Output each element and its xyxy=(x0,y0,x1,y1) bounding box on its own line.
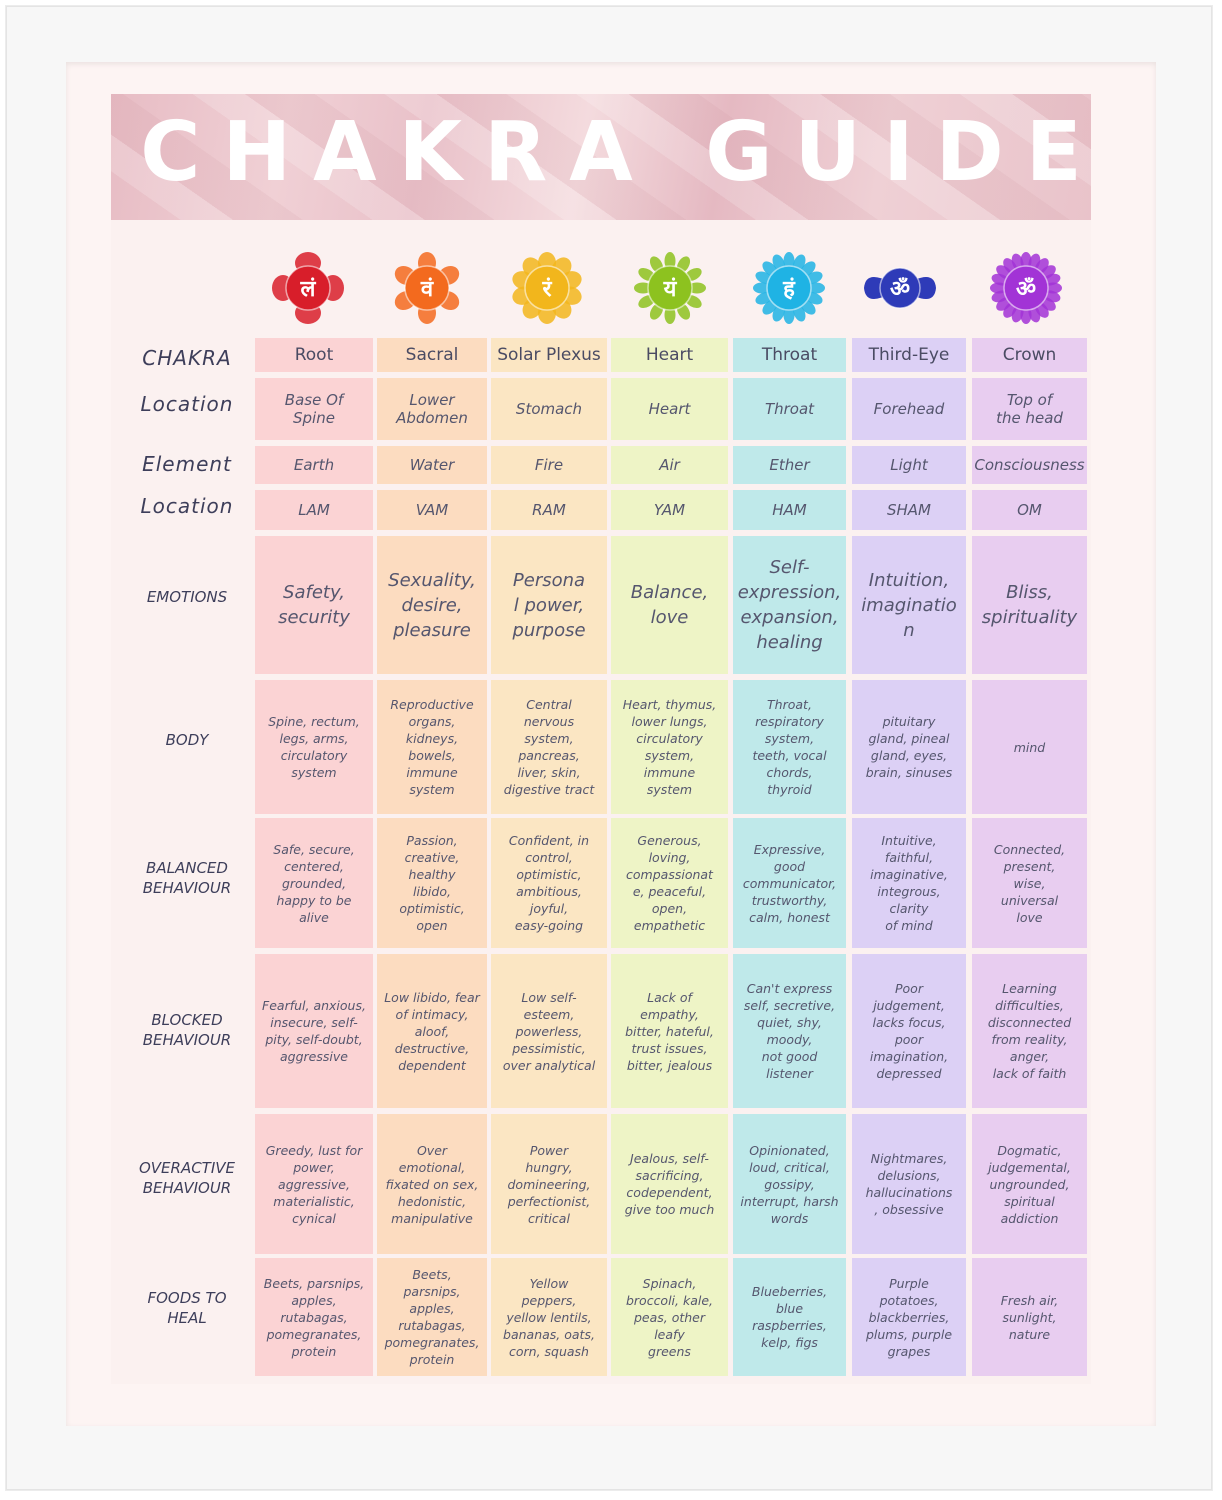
cell-element: Ether xyxy=(733,446,846,484)
cell-balanced: Intuitive, faithful, imaginative, integrous… xyxy=(852,818,966,948)
cell-mantra: RAM xyxy=(491,490,607,530)
cell-name: Throat xyxy=(733,338,846,372)
cell-balanced: Safe, secure, centered, grounded, happy to … xyxy=(255,818,373,948)
lotus1000-icon: ॐ xyxy=(990,252,1062,324)
mantra-glyph: रं xyxy=(542,277,553,302)
cell-location: Forehead xyxy=(852,378,966,440)
cell-foods: Fresh air, sunlight, nature xyxy=(972,1258,1087,1376)
row-label: OVERACTIVE BEHAVIOUR xyxy=(138,1159,236,1197)
cell-overactive: Nightmares, delusions, hallucinations, obs… xyxy=(852,1114,966,1254)
cell-overactive: Dogmatic, judgemental, ungrounded, spiritua… xyxy=(972,1114,1087,1254)
cell-mantra: VAM xyxy=(377,490,487,530)
cell-foods: Spinach, broccoli, kale, peas, other leafy… xyxy=(611,1258,728,1376)
cell-location: Base Of Spine xyxy=(255,378,373,440)
cell-mantra: OM xyxy=(972,490,1087,530)
cell-foods: Yellow peppers, yellow lentils, bananas, oa… xyxy=(491,1258,607,1376)
mantra-glyph: हं xyxy=(782,277,796,302)
cell-element: Fire xyxy=(491,446,607,484)
cell-emotions: Safety, security xyxy=(255,536,373,674)
cell-mantra: LAM xyxy=(255,490,373,530)
cell-blocked: Low self-esteem, powerless, pessimistic, ov… xyxy=(491,954,607,1108)
cell-emotions: Persona l power, purpose xyxy=(491,536,607,674)
cell-name: Sacral xyxy=(377,338,487,372)
cell-body: pituitary gland, pineal gland, eyes, brain,… xyxy=(852,680,966,814)
row-label: Location xyxy=(140,392,234,416)
cell-element: Air xyxy=(611,446,728,484)
cell-mantra: SHAM xyxy=(852,490,966,530)
cell-blocked: Can't express self, secretive, quiet, shy,… xyxy=(733,954,846,1108)
cell-blocked: Lack of empathy, bitter, hateful, trust is… xyxy=(611,954,728,1108)
cell-foods: Beets, parsnips, apples, rutabagas, pomegra… xyxy=(377,1258,487,1376)
cell-element: Consciousness xyxy=(972,446,1087,484)
cell-body: Central nervous system, pancreas, liver, ski… xyxy=(491,680,607,814)
cell-overactive: Opinionated, loud, critical, gossipy, inter… xyxy=(733,1114,846,1254)
mantra-glyph: ॐ xyxy=(1016,277,1036,302)
cell-balanced: Generous, loving, compassionat e, peaceful,… xyxy=(611,818,728,948)
cell-blocked: Low libido, fear of intimacy, aloof, destru… xyxy=(377,954,487,1108)
lotus4-icon: लं xyxy=(272,252,344,324)
cell-mantra: HAM xyxy=(733,490,846,530)
cell-blocked: Fearful, anxious, insecure, self-pity, se… xyxy=(255,954,373,1108)
lotus2-icon: ॐ xyxy=(864,252,936,324)
cell-body: Reproductive organs, kidneys, bowels, immune… xyxy=(377,680,487,814)
row-label: BODY xyxy=(165,731,209,749)
cell-location: Lower Abdomen xyxy=(377,378,487,440)
cell-element: Earth xyxy=(255,446,373,484)
mantra-glyph: लं xyxy=(300,277,317,302)
mantra-glyph: ॐ xyxy=(890,277,910,302)
mantra-glyph: यं xyxy=(663,277,678,302)
row-label: BLOCKED BEHAVIOUR xyxy=(142,1011,232,1049)
cell-name: Heart xyxy=(611,338,728,372)
cell-emotions: Sexuality, desire, pleasure xyxy=(377,536,487,674)
cell-overactive: Greedy, lust for power, aggressive, materia… xyxy=(255,1114,373,1254)
row-label: FOODS TO HEAL xyxy=(147,1289,227,1327)
cell-emotions: Self-expression, expansion, healing xyxy=(733,536,846,674)
row-label: Location xyxy=(140,494,234,518)
row-label: EMOTIONS xyxy=(146,588,228,606)
cell-overactive: Power hungry, domineering, perfectionist, cr… xyxy=(491,1114,607,1254)
row-label: CHAKRA xyxy=(142,346,232,370)
lotus6-icon: वं xyxy=(391,252,463,324)
lotus10-icon: रं xyxy=(511,252,583,324)
cell-location: Stomach xyxy=(491,378,607,440)
cell-element: Water xyxy=(377,446,487,484)
cell-location: Top of the head xyxy=(972,378,1087,440)
cell-emotions: Bliss, spirituality xyxy=(972,536,1087,674)
cell-body: mind xyxy=(972,680,1087,814)
page-title: CHAKRA GUIDE xyxy=(140,105,1104,200)
cell-name: Solar Plexus xyxy=(491,338,607,372)
row-label: BALANCED BEHAVIOUR xyxy=(142,859,232,897)
cell-balanced: Confident, in control, optimistic, ambitiou… xyxy=(491,818,607,948)
cell-name: Third-Eye xyxy=(852,338,966,372)
row-label: Element xyxy=(142,452,232,476)
cell-name: Root xyxy=(255,338,373,372)
lotus16-icon: हं xyxy=(753,252,825,324)
cell-foods: Purple potatoes, blackberries, plums, purpl… xyxy=(852,1258,966,1376)
cell-blocked: Poor judgement, lacks focus, poor imaginati… xyxy=(852,954,966,1108)
cell-foods: Beets, parsnips, apples, rutabagas, pomegra… xyxy=(255,1258,373,1376)
cell-balanced: Expressive, good communicator, trustworthy,… xyxy=(733,818,846,948)
lotus12-icon: यं xyxy=(634,252,706,324)
cell-body: Spine, rectum, legs, arms, circulatory syst… xyxy=(255,680,373,814)
cell-balanced: Connected, present, wise, universal love xyxy=(972,818,1087,948)
mantra-glyph: वं xyxy=(420,277,434,302)
cell-foods: Blueberries, blue raspberries, kelp, figs xyxy=(733,1258,846,1376)
cell-overactive: Jealous, self-sacrificing, codependent, gi… xyxy=(611,1114,728,1254)
cell-mantra: YAM xyxy=(611,490,728,530)
cell-body: Heart, thymus, lower lungs, circulatory sys… xyxy=(611,680,728,814)
cell-name: Crown xyxy=(972,338,1087,372)
cell-overactive: Over emotional, fixated on sex, hedonistic,… xyxy=(377,1114,487,1254)
title-banner xyxy=(111,94,1091,220)
cell-element: Light xyxy=(852,446,966,484)
cell-emotions: Balance, love xyxy=(611,536,728,674)
cell-location: Throat xyxy=(733,378,846,440)
cell-balanced: Passion, creative, healthy libido, optimist… xyxy=(377,818,487,948)
cell-blocked: Learning difficulties, disconnected from re… xyxy=(972,954,1087,1108)
cell-body: Throat, respiratory system, teeth, vocal cho… xyxy=(733,680,846,814)
cell-emotions: Intuition, imaginatio n xyxy=(852,536,966,674)
cell-location: Heart xyxy=(611,378,728,440)
